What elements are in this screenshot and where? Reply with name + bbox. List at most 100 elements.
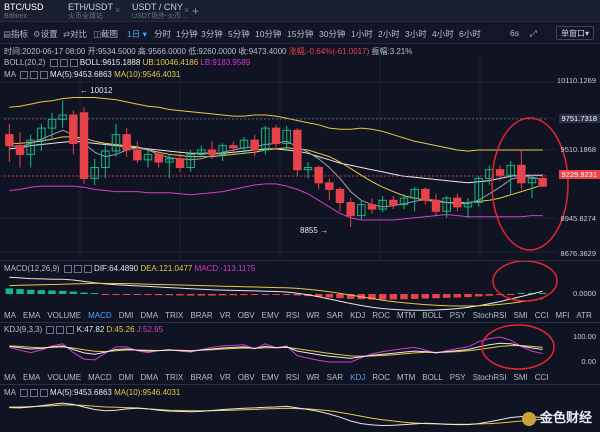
indicator-tab-mtm[interactable]: MTM: [397, 311, 416, 320]
timeframe-1d[interactable]: 1日 ▾: [127, 29, 147, 39]
indicator-tab-wr[interactable]: WR: [306, 311, 320, 320]
indicator-tab-boll[interactable]: BOLL: [422, 311, 443, 320]
indicator-tab-vr[interactable]: VR: [219, 373, 231, 382]
eye-icon[interactable]: [63, 264, 72, 273]
indicator-tab-wr[interactable]: WR: [306, 373, 320, 382]
kdj-tick: 100.00: [573, 332, 596, 341]
macd-bar: [368, 294, 376, 300]
timeframe-2h[interactable]: 2小时: [378, 29, 400, 39]
indicator-tab-smi[interactable]: SMI: [513, 373, 528, 382]
fullscreen-icon[interactable]: ⤢: [530, 28, 537, 38]
indicator-tab-cci[interactable]: CCI: [534, 311, 549, 320]
close-icon[interactable]: ×: [115, 5, 121, 15]
timeframe-1h[interactable]: 1小时: [351, 29, 373, 39]
settings-button[interactable]: ⚙设置: [33, 29, 58, 39]
indicator-tab-macd[interactable]: MACD: [88, 311, 112, 320]
indicator-tab-obv[interactable]: OBV: [237, 373, 255, 382]
indicator-tab-ema[interactable]: EMA: [23, 373, 41, 382]
settings-icon[interactable]: [73, 264, 82, 273]
indicator-tab-trix[interactable]: TRIX: [165, 311, 184, 320]
timeframe-5m[interactable]: 5分钟: [228, 29, 250, 39]
close-icon[interactable]: [39, 70, 48, 79]
timeframe-30m[interactable]: 30分钟: [319, 29, 346, 39]
tab-pair-label: USDT / CNY: [132, 2, 183, 12]
indicator-tab-boll[interactable]: BOLL: [422, 373, 443, 382]
indicator-tab-trix[interactable]: TRIX: [165, 373, 184, 382]
indicator-tab-roc[interactable]: ROC: [372, 373, 391, 382]
timeframe-3m[interactable]: 3分钟: [201, 29, 223, 39]
indicator-tab-rsi[interactable]: RSI: [286, 311, 300, 320]
timeframe-15m[interactable]: 15分钟: [287, 29, 314, 39]
close-icon[interactable]: [83, 264, 92, 273]
indicator-tab-stochrsi[interactable]: StochRSI: [472, 311, 507, 320]
eye-icon[interactable]: [19, 388, 28, 397]
timeframe-4h[interactable]: 4小时: [432, 29, 454, 39]
candle: [410, 188, 419, 199]
tab-usdt-cny[interactable]: USDT / CNY USDT场外-火币… ×: [128, 2, 190, 22]
indicator-tab-ma[interactable]: MA: [4, 373, 16, 382]
indicator-tab-kdj[interactable]: KDJ: [350, 373, 366, 382]
indicator-tab-kdj[interactable]: KDJ: [350, 311, 366, 320]
tab-btc-usd[interactable]: BTC/USD Bitfinex: [0, 2, 62, 22]
candle: [154, 153, 163, 163]
indicator-tab-obv[interactable]: OBV: [237, 311, 255, 320]
macd-bar: [485, 294, 494, 296]
indicator-tab-brar[interactable]: BRAR: [190, 311, 213, 320]
indicator-tab-emv[interactable]: EMV: [261, 373, 279, 382]
settings-icon[interactable]: [56, 325, 65, 334]
indicator-tab-macd[interactable]: MACD: [88, 373, 112, 382]
indicator-tab-rsi[interactable]: RSI: [286, 373, 300, 382]
timeframe-6h[interactable]: 6小时: [459, 29, 481, 39]
screenshot-button[interactable]: ◫截图: [93, 29, 119, 39]
close-icon[interactable]: [66, 325, 75, 334]
timeframe-3h[interactable]: 3小时: [405, 29, 427, 39]
indicator-tab-stochrsi[interactable]: StochRSI: [472, 373, 507, 382]
indicator-tab-vr[interactable]: VR: [219, 311, 231, 320]
indicator-tab-emv[interactable]: EMV: [261, 311, 279, 320]
indicator-tab-volume[interactable]: VOLUME: [47, 373, 82, 382]
eye-icon[interactable]: [19, 70, 28, 79]
indicator-tab-smi[interactable]: SMI: [513, 311, 528, 320]
indicator-tab-sar[interactable]: SAR: [326, 311, 344, 320]
indicator-tab-dmi[interactable]: DMI: [118, 373, 134, 382]
indicator-tab-roc[interactable]: ROC: [372, 311, 391, 320]
eye-icon[interactable]: [46, 325, 55, 334]
indicator-button[interactable]: ▤指标: [3, 29, 29, 39]
info-time: 时间:2020-06-17 08:00: [4, 47, 86, 56]
indicator-tab-psy[interactable]: PSY: [449, 311, 466, 320]
indicator-tab-brar[interactable]: BRAR: [190, 373, 213, 382]
settings-icon[interactable]: [29, 388, 38, 397]
eye-icon[interactable]: [49, 58, 58, 67]
high-marker: ← 10012: [80, 86, 113, 95]
close-icon[interactable]: [39, 388, 48, 397]
candle: [346, 202, 355, 217]
indicator-tab-mfi[interactable]: MFI: [555, 311, 570, 320]
indicator-tab-ema[interactable]: EMA: [23, 311, 41, 320]
indicator-tab-cci[interactable]: CCI: [534, 373, 549, 382]
compare-button[interactable]: ⇄对比: [63, 29, 88, 39]
timeframe-1m[interactable]: 1分钟: [176, 29, 198, 39]
indicator-tab-sar[interactable]: SAR: [326, 373, 344, 382]
indicator-tab-dmi[interactable]: DMI: [118, 311, 134, 320]
tab-eth-usdt[interactable]: ETH/USDT 火币全球站 ×: [64, 2, 126, 22]
indicator-tab-dma[interactable]: DMA: [140, 373, 159, 382]
timeframe-line[interactable]: 分时: [154, 29, 172, 39]
indicator-tab-volume[interactable]: VOLUME: [47, 311, 82, 320]
settings-icon[interactable]: [29, 70, 38, 79]
indicator-tab-psy[interactable]: PSY: [449, 373, 466, 382]
refresh-interval[interactable]: 6s: [510, 28, 519, 38]
close-icon[interactable]: ×: [184, 5, 190, 15]
window-mode-select[interactable]: 单窗口▾: [556, 26, 595, 40]
timeframe-10m[interactable]: 10分钟: [255, 29, 282, 39]
candle: [389, 199, 398, 206]
close-icon[interactable]: [69, 58, 78, 67]
indicator-tab-atr[interactable]: ATR: [576, 311, 592, 320]
indicator-tab-ma[interactable]: MA: [4, 311, 16, 320]
macd-bar: [197, 294, 206, 296]
settings-icon[interactable]: [59, 58, 68, 67]
indicator-tab-mtm[interactable]: MTM: [397, 373, 416, 382]
candle: [122, 134, 131, 151]
add-tab-icon[interactable]: +: [192, 4, 200, 18]
indicator-tab-dma[interactable]: DMA: [140, 311, 159, 320]
